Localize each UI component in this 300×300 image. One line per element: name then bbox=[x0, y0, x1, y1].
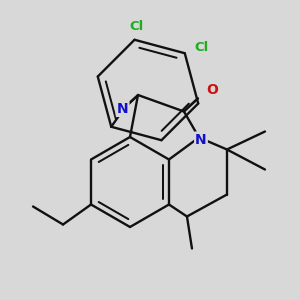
Text: O: O bbox=[206, 82, 218, 97]
Text: N: N bbox=[117, 102, 128, 116]
Text: Cl: Cl bbox=[129, 20, 144, 33]
Text: N: N bbox=[195, 133, 207, 146]
Text: Cl: Cl bbox=[195, 41, 209, 54]
